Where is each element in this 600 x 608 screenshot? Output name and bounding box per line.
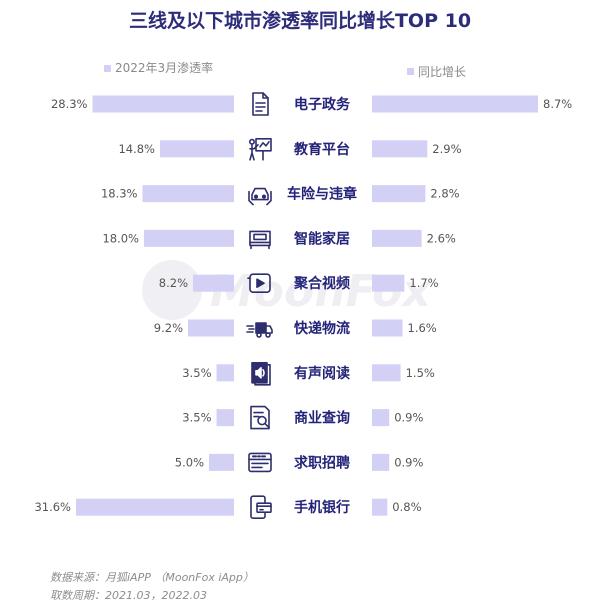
audiobook-icon: [251, 361, 271, 386]
data-label-yoy-growth: 0.9%: [394, 455, 423, 469]
data-label-yoy-growth: 0.8%: [392, 500, 421, 514]
chart-row: 14.8% 2.9% 教育平台: [118, 138, 462, 161]
bar-penetration: [142, 185, 234, 203]
data-label-yoy-growth: 1.6%: [408, 321, 437, 335]
bar-penetration: [216, 364, 234, 382]
bar-yoy-growth: [372, 274, 405, 292]
delivery-truck-icon: [246, 322, 273, 338]
category-label: 商业查询: [294, 410, 350, 427]
car-icon: [248, 187, 272, 206]
category-label: 求职招聘: [294, 454, 350, 471]
data-label-penetration: 3.5%: [182, 366, 211, 380]
chart-row: 5.0% 0.9% 求职招聘: [175, 452, 423, 473]
document-icon: [252, 92, 269, 116]
category-label: 聚合视频: [293, 275, 350, 292]
chart-row: 18.0% 2.6% 智能家居: [102, 229, 456, 250]
video-play-icon: [247, 273, 271, 294]
data-label-penetration: 5.0%: [175, 455, 204, 469]
data-label-yoy-growth: 2.9%: [432, 142, 461, 156]
chart-row: 31.6% 0.8% 手机银行: [34, 495, 422, 520]
bar-penetration: [188, 319, 234, 337]
category-label: 教育平台: [294, 141, 350, 158]
data-label-penetration: 3.5%: [182, 411, 211, 425]
category-label: 智能家居: [293, 230, 350, 247]
bar-penetration: [216, 409, 234, 427]
data-label-yoy-growth: 2.6%: [427, 231, 456, 245]
data-label-yoy-growth: 1.7%: [409, 276, 438, 290]
category-label: 电子政务: [294, 96, 351, 113]
chart-row: 3.5% 0.9% 商业查询: [182, 405, 423, 430]
bar-yoy-growth: [372, 140, 428, 158]
chart-row: 8.2% 1.7% 聚合视频: [159, 273, 439, 294]
chart-rows: 28.3% 8.7% 电子政务 14.8% 2.9% 教育平台 18.3% 2.8% 车险与违章…: [34, 92, 572, 520]
bar-yoy-growth: [372, 229, 422, 247]
bar-yoy-growth: [372, 453, 390, 471]
job-card-icon: [248, 452, 272, 473]
bar-yoy-growth: [372, 95, 538, 113]
data-label-penetration: 18.0%: [102, 231, 139, 245]
business-search-icon: [250, 405, 270, 430]
bed-icon: [249, 230, 271, 250]
bar-penetration: [160, 140, 234, 158]
legend-label-right: 同比增长: [418, 65, 466, 79]
category-label: 手机银行: [294, 499, 350, 516]
bar-penetration: [144, 229, 234, 247]
data-label-penetration: 18.3%: [101, 187, 138, 201]
legend-swatch-right: [407, 68, 414, 75]
data-label-yoy-growth: 1.5%: [406, 366, 435, 380]
chart-row: 28.3% 8.7% 电子政务: [51, 92, 572, 116]
chart-row: 3.5% 1.5% 有声阅读: [182, 361, 435, 386]
legend-label-left: 2022年3月渗透率: [115, 60, 213, 75]
data-label-yoy-growth: 8.7%: [543, 97, 572, 111]
chart-row: 18.3% 2.8% 车险与违章: [101, 185, 460, 206]
bar-penetration: [76, 498, 234, 516]
footer-source: 数据来源：月狐iAPP （MoonFox iApp）: [50, 571, 254, 584]
footer-period: 取数周期：2021.03，2022.03: [50, 589, 207, 602]
bar-yoy-growth: [372, 409, 390, 427]
bar-yoy-growth: [372, 185, 426, 203]
data-label-yoy-growth: 0.9%: [394, 411, 423, 425]
bar-penetration: [92, 95, 234, 113]
bar-yoy-growth: [372, 498, 388, 516]
data-label-penetration: 31.6%: [34, 500, 71, 514]
category-label: 有声阅读: [294, 365, 350, 382]
chart-title: 三线及以下城市渗透率同比增长TOP 10: [129, 9, 471, 32]
data-label-penetration: 9.2%: [154, 321, 183, 335]
legend-swatch-left: [104, 65, 111, 72]
bar-yoy-growth: [372, 319, 403, 337]
bar-penetration: [209, 453, 234, 471]
category-label: 快递物流: [294, 320, 350, 337]
watermark-logo: [142, 260, 202, 320]
data-label-yoy-growth: 2.8%: [430, 187, 459, 201]
chart-row: 9.2% 1.6% 快递物流: [154, 319, 437, 338]
data-label-penetration: 8.2%: [159, 276, 188, 290]
data-label-penetration: 14.8%: [118, 142, 155, 156]
bar-yoy-growth: [372, 364, 401, 382]
teacher-board-icon: [248, 138, 272, 161]
mobile-bank-icon: [250, 495, 272, 520]
data-label-penetration: 28.3%: [51, 97, 88, 111]
bar-penetration: [193, 274, 234, 292]
category-label: 车险与违章: [287, 186, 357, 203]
